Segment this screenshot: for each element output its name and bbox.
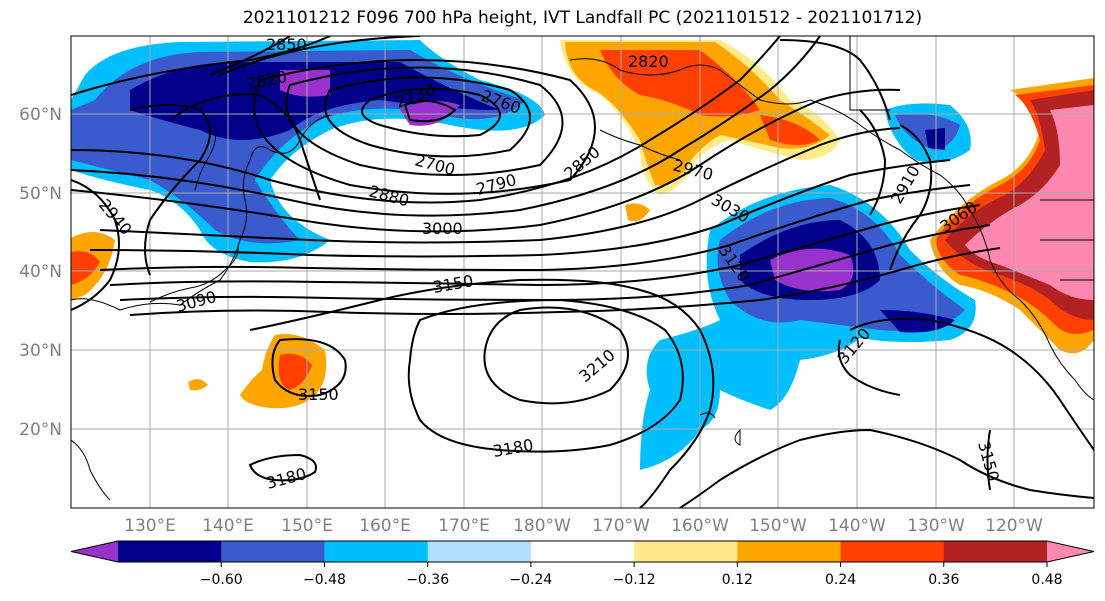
colorbar-extend-min — [71, 541, 118, 562]
contour-label: 2850 — [266, 35, 307, 54]
contour-3090 — [129, 247, 1001, 316]
lat-tick-label: 60°N — [19, 105, 62, 125]
lon-tick-label: 170°E — [438, 516, 490, 536]
lon-tick-label: 150°W — [749, 516, 807, 536]
coastline-alaska — [569, 58, 901, 151]
gridlines — [71, 36, 1094, 508]
contour-2730 — [403, 100, 457, 123]
lon-tick-label: 130°W — [907, 516, 965, 536]
lat-tick-label: 40°N — [19, 262, 62, 282]
lon-tick-label: 180°W — [513, 516, 571, 536]
contour-3000 — [99, 127, 901, 244]
colorbar-segment — [324, 541, 429, 562]
contour-2880 — [71, 36, 781, 204]
lon-tick-label: 170°W — [592, 516, 650, 536]
colorbar-segment — [221, 541, 325, 562]
lat-tick-label: 20°N — [19, 420, 62, 440]
colorbar-tick-label: 0.36 — [928, 572, 959, 588]
colorbar-tick-label: −0.60 — [200, 572, 243, 588]
coastline-asia — [71, 114, 331, 311]
contour-3210 — [483, 306, 629, 405]
lon-axis: 130°E 140°E 150°E 160°E 170°E 180°W 170°… — [124, 516, 1043, 536]
lon-tick-label: 140°W — [828, 516, 886, 536]
lon-tick-label: 120°W — [985, 516, 1043, 536]
lon-tick-label: 160°W — [671, 516, 729, 536]
colorbar-extend-max — [1047, 541, 1094, 562]
contour-label: 3000 — [422, 219, 463, 238]
colorbar-tick-label: −0.36 — [406, 572, 449, 588]
contour-2850 — [209, 36, 291, 76]
colorbar-segment — [427, 541, 532, 562]
contour-3150 — [249, 278, 715, 508]
contour-label: 2820 — [628, 52, 669, 71]
colorbar-outline — [70, 540, 1095, 563]
contour-3180 — [407, 298, 684, 453]
colorbar-tick-label: 0.12 — [722, 572, 753, 588]
lon-tick-label: 160°E — [359, 516, 411, 536]
colorbar-tick-label: −0.12 — [613, 572, 656, 588]
colorbar-segment — [530, 541, 635, 562]
lat-axis: 60°N 50°N 40°N 30°N 20°N — [19, 105, 62, 440]
lat-tick-label: 50°N — [19, 184, 62, 204]
colorbar-tick-label: 0.24 — [825, 572, 856, 588]
contour-label: 3150 — [298, 385, 339, 404]
contour-2940 — [71, 179, 120, 311]
colorbar-tick-label: 0.48 — [1031, 572, 1062, 588]
lat-tick-label: 30°N — [19, 341, 62, 361]
figure-title: 2021101212 F096 700 hPa height, IVT Land… — [242, 8, 923, 28]
lon-tick-label: 140°E — [202, 516, 254, 536]
colorbar-tick-label: −0.24 — [509, 572, 552, 588]
map-border — [70, 35, 1095, 509]
colorbar-segment — [118, 541, 222, 562]
colorbar-tick-label: −0.48 — [303, 572, 346, 588]
height-contours — [71, 36, 1094, 508]
colorbar-segment — [943, 541, 1048, 562]
colorbar-segment — [840, 541, 945, 562]
colorbar-segment — [737, 541, 842, 562]
coastline-north-america — [899, 149, 1094, 401]
lon-tick-label: 150°E — [281, 516, 333, 536]
colorbar-segment — [634, 541, 738, 562]
lon-tick-label: 130°E — [124, 516, 176, 536]
